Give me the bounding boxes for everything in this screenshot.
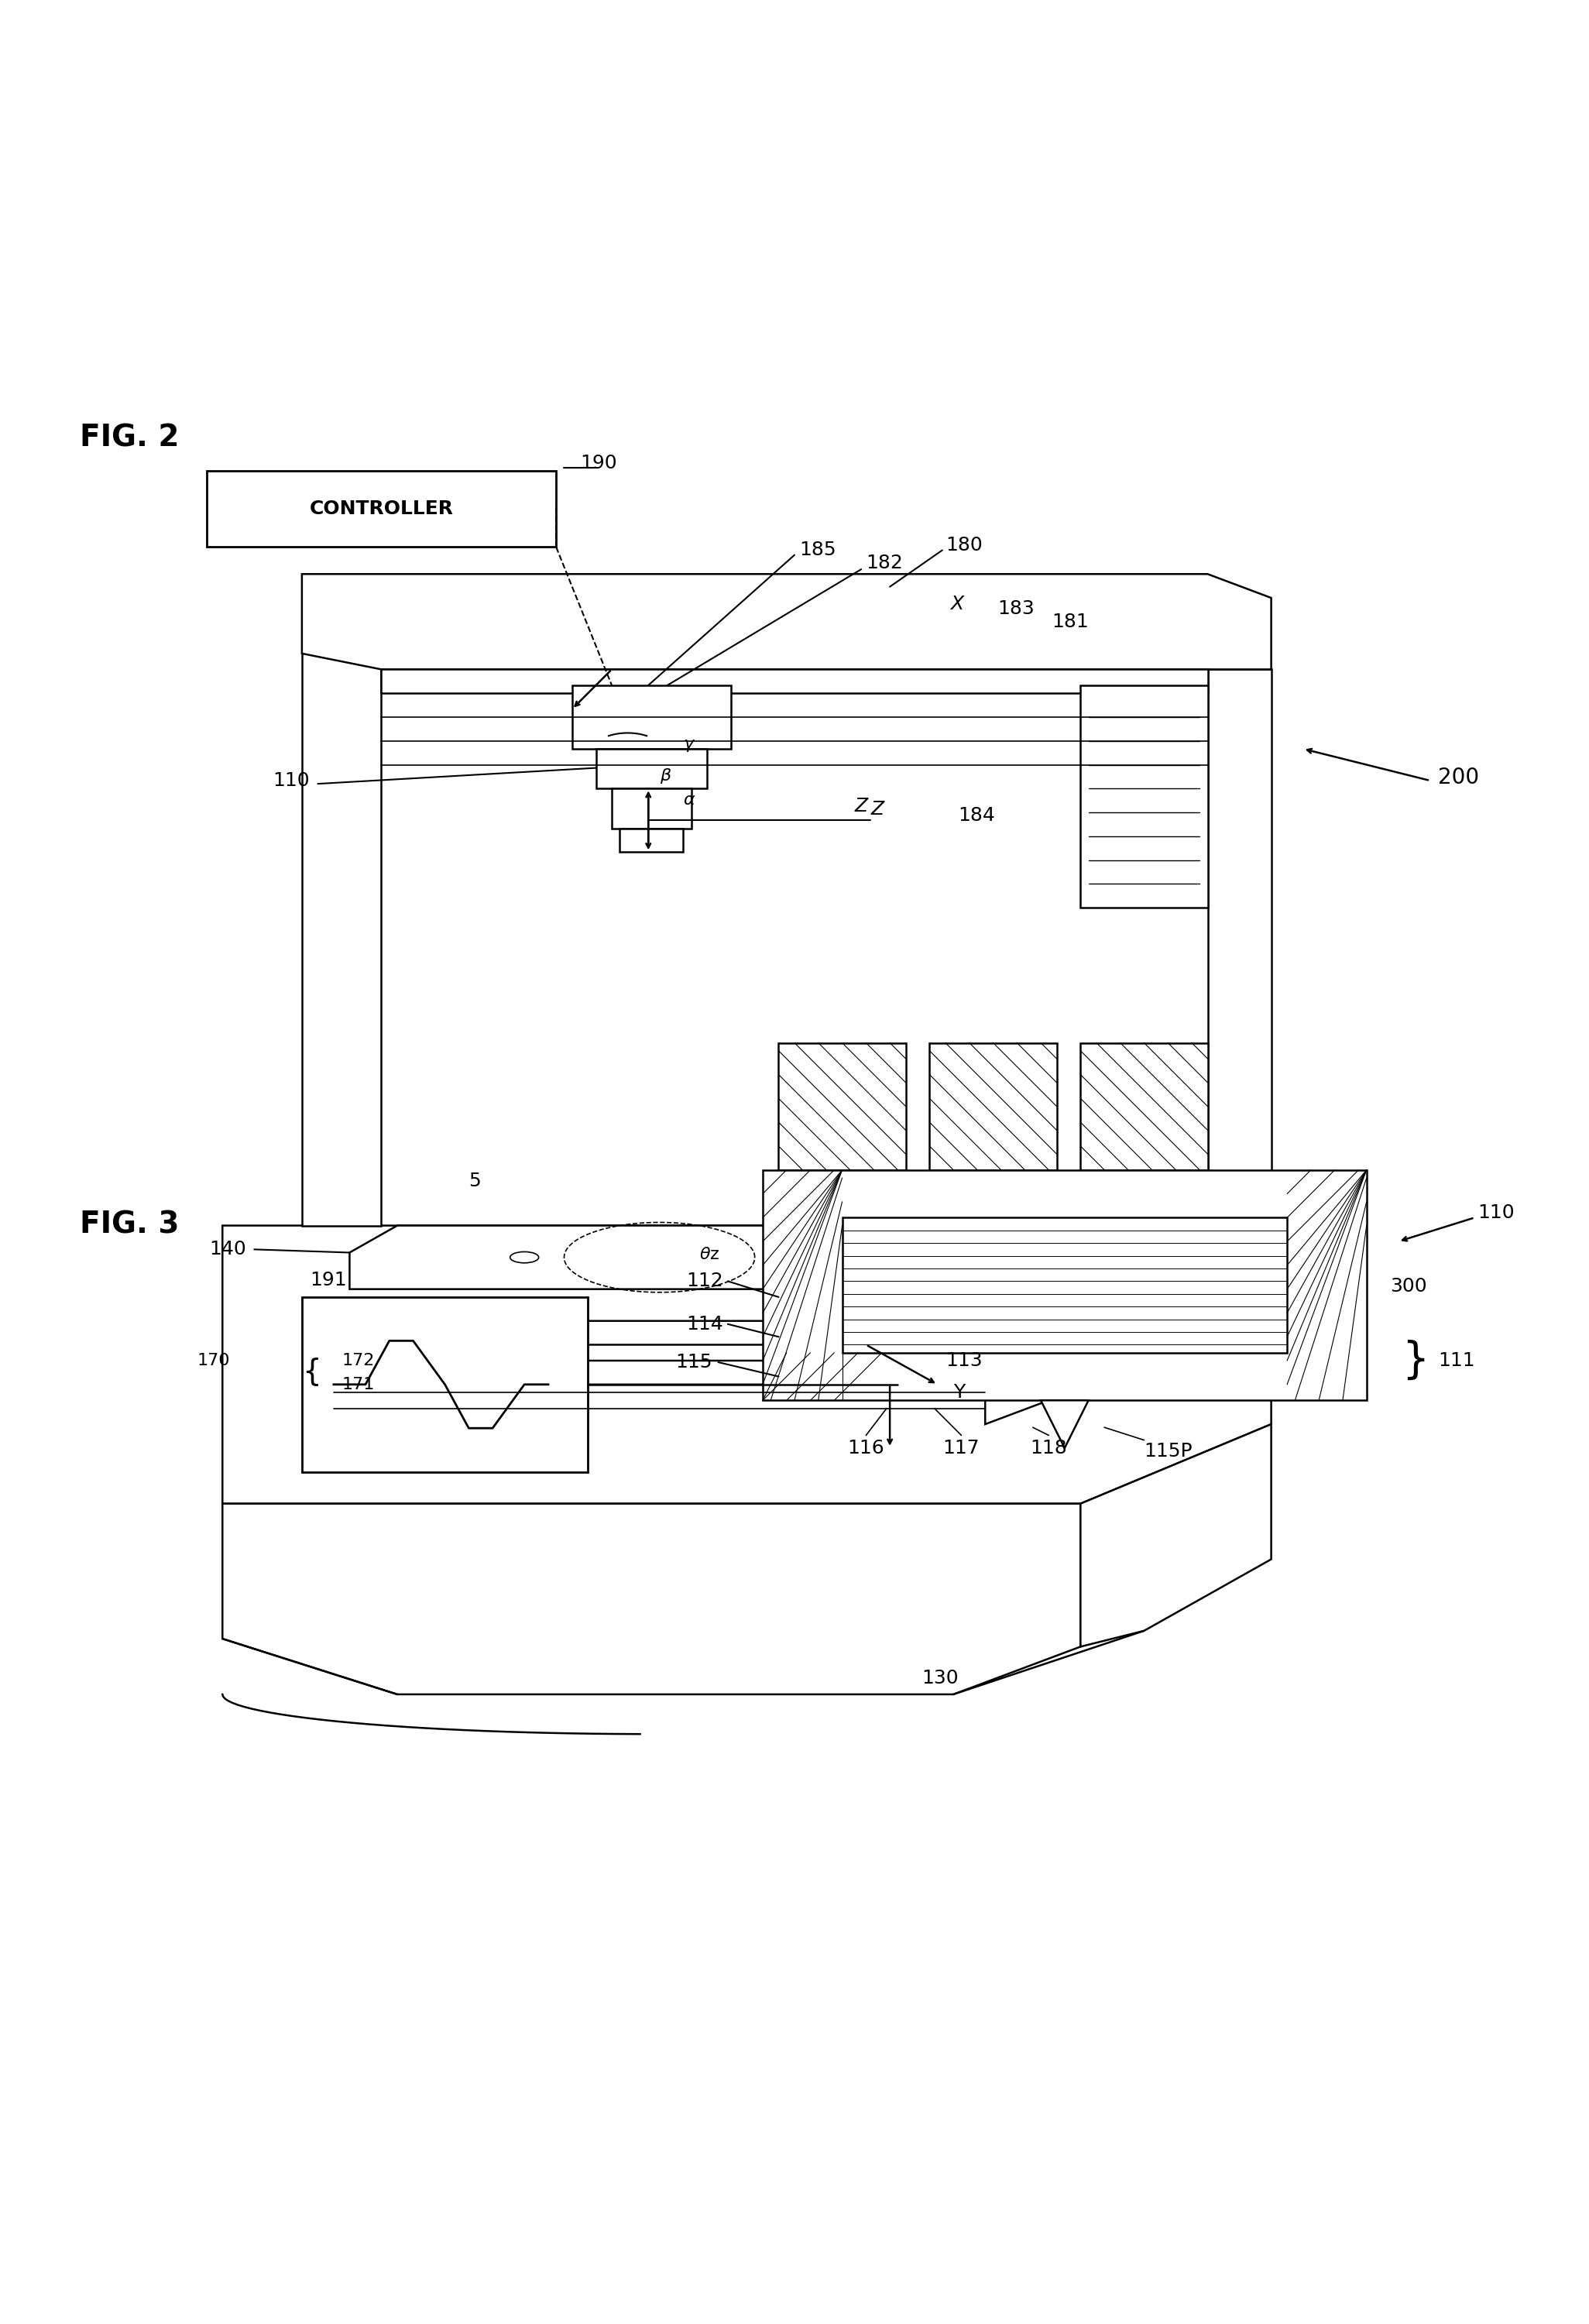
Polygon shape — [842, 1218, 1287, 1353]
Text: 185: 185 — [799, 541, 836, 560]
Text: 182: 182 — [866, 553, 903, 572]
Text: 184: 184 — [958, 806, 995, 825]
Text: 191: 191 — [310, 1271, 346, 1290]
Polygon shape — [1081, 1425, 1271, 1648]
Polygon shape — [302, 574, 381, 1225]
Polygon shape — [302, 574, 1271, 669]
Text: 117: 117 — [942, 1439, 980, 1457]
Text: 130: 130 — [922, 1669, 958, 1687]
Text: 115: 115 — [675, 1353, 712, 1371]
Text: 183: 183 — [998, 600, 1034, 618]
Text: 115P: 115P — [1144, 1441, 1193, 1459]
Text: X: X — [950, 595, 963, 614]
Text: 114: 114 — [686, 1315, 723, 1334]
Polygon shape — [318, 1360, 1049, 1425]
Text: $\theta$z: $\theta$z — [699, 1246, 720, 1262]
Text: Z: Z — [855, 797, 868, 816]
Text: $\alpha$: $\alpha$ — [683, 792, 696, 806]
Text: 300: 300 — [1390, 1276, 1427, 1294]
Polygon shape — [1081, 1043, 1208, 1169]
Text: FIG. 2: FIG. 2 — [79, 423, 180, 453]
Text: Z: Z — [871, 799, 883, 818]
Polygon shape — [763, 1169, 1367, 1401]
FancyBboxPatch shape — [207, 472, 556, 546]
Text: 181: 181 — [1052, 614, 1088, 632]
Polygon shape — [612, 788, 691, 827]
Polygon shape — [930, 1043, 1057, 1169]
Polygon shape — [222, 1504, 1081, 1694]
Text: 110: 110 — [1478, 1204, 1514, 1222]
Text: 5: 5 — [469, 1171, 481, 1190]
Text: 200: 200 — [1438, 767, 1479, 788]
Text: 110: 110 — [273, 772, 310, 790]
Text: Y: Y — [953, 1383, 965, 1401]
Text: 180: 180 — [945, 537, 982, 555]
Polygon shape — [1208, 669, 1271, 1274]
Polygon shape — [222, 1225, 1271, 1504]
FancyBboxPatch shape — [302, 1297, 588, 1471]
Polygon shape — [381, 669, 1208, 693]
Polygon shape — [1081, 686, 1208, 909]
Text: 190: 190 — [580, 453, 617, 472]
Text: 172: 172 — [342, 1353, 375, 1369]
Text: 140: 140 — [210, 1241, 246, 1260]
Text: 170: 170 — [197, 1353, 230, 1369]
Text: CONTROLLER: CONTROLLER — [310, 500, 453, 518]
Polygon shape — [350, 1225, 985, 1290]
Text: 171: 171 — [342, 1376, 375, 1392]
Polygon shape — [572, 686, 731, 748]
Text: FIG. 3: FIG. 3 — [79, 1211, 180, 1239]
Polygon shape — [350, 1320, 1017, 1392]
Text: $\beta$: $\beta$ — [659, 767, 672, 786]
Text: 112: 112 — [686, 1271, 723, 1290]
Text: {: { — [302, 1357, 321, 1387]
Polygon shape — [779, 1043, 906, 1169]
Text: }: } — [1401, 1339, 1429, 1380]
Polygon shape — [620, 827, 683, 853]
Text: 118: 118 — [1030, 1439, 1068, 1457]
Text: $\gamma$: $\gamma$ — [683, 739, 696, 753]
Text: 116: 116 — [847, 1439, 885, 1457]
Text: 113: 113 — [945, 1350, 982, 1369]
Text: 111: 111 — [1438, 1350, 1475, 1369]
Polygon shape — [1041, 1401, 1088, 1448]
Polygon shape — [596, 748, 707, 788]
